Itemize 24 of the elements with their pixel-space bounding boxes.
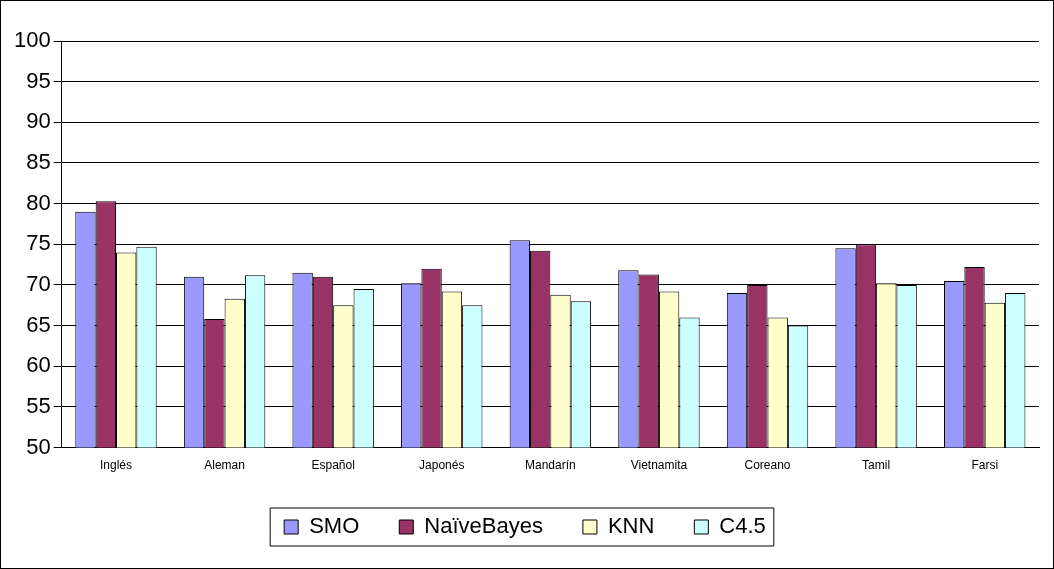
x-tick-label: Mandarín [525, 458, 576, 473]
y-tick-label: 95 [26, 67, 51, 93]
y-tick-label: 70 [26, 271, 51, 297]
y-tick-label: 80 [26, 189, 51, 215]
y-tick-label: 85 [26, 149, 51, 175]
x-tick-label: Farsi [971, 458, 999, 473]
legend-label: NaïveBayes [424, 513, 543, 539]
y-tick-label: 75 [26, 230, 51, 256]
y-tick-label: 60 [26, 352, 51, 378]
legend-label: C4.5 [719, 513, 766, 539]
y-tick-label: 50 [26, 433, 51, 459]
y-tick-label: 65 [26, 311, 51, 337]
x-tick-label: Inglés [99, 458, 133, 473]
x-tick-label: Coreano [744, 458, 791, 473]
x-tick-label: Español [311, 458, 355, 473]
x-tick-label: Tamil [862, 458, 891, 473]
legend-label: SMO [309, 513, 360, 539]
x-tick-label: Aleman [204, 458, 245, 473]
x-tick-label: Japonés [419, 458, 465, 473]
legend-label: KNN [607, 513, 655, 539]
y-tick-label: 55 [26, 393, 51, 418]
y-tick-label: 100 [13, 27, 51, 53]
y-tick-label: 90 [26, 108, 51, 134]
x-tick-label: Vietnamita [630, 458, 688, 473]
